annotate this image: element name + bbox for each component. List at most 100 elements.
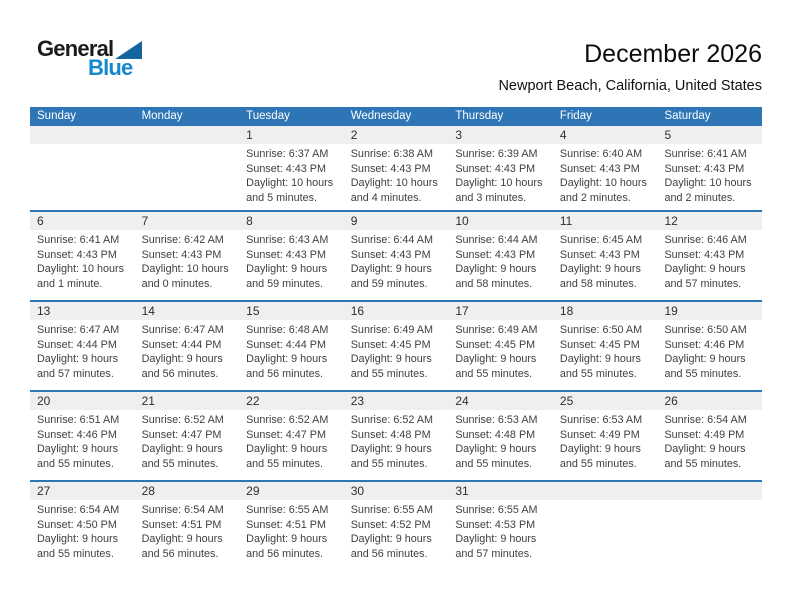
day-number-band: 19: [657, 302, 763, 320]
sunrise-line: Sunrise: 6:48 AM: [246, 324, 329, 336]
day-number-band: 30: [343, 482, 449, 500]
day-cell-body: Sunrise: 6:49 AM Sunset: 4:45 PM Daylight:…: [448, 320, 553, 381]
sunset-line: Sunset: 4:43 PM: [350, 248, 431, 261]
day-cell: 11 Sunrise: 6:45 AM Sunset: 4:43 PM Dayligh…: [552, 212, 658, 300]
calendar-week-row: 6 Sunrise: 6:41 AM Sunset: 4:43 PM Daylight…: [30, 210, 763, 300]
sunset-line: Sunset: 4:43 PM: [246, 248, 326, 261]
day-number-band: 10: [448, 212, 553, 230]
daylight-line: Daylight: 9 hours and 56 minutes.: [246, 353, 328, 380]
day-number-band: 7: [134, 212, 240, 230]
day-number-band: [134, 126, 240, 144]
sunrise-line: Sunrise: 6:46 AM: [664, 234, 747, 246]
sunrise-line: Sunrise: 6:39 AM: [455, 148, 538, 160]
sunset-line: Sunset: 4:43 PM: [246, 162, 326, 175]
day-cell-body: Sunrise: 6:39 AM Sunset: 4:43 PM Daylight:…: [448, 144, 553, 205]
empty-day-cell: [552, 482, 658, 570]
sunrise-line: Sunrise: 6:52 AM: [350, 414, 433, 426]
day-cell-body: Sunrise: 6:53 AM Sunset: 4:49 PM Daylight:…: [553, 410, 658, 471]
sunset-line: Sunset: 4:49 PM: [664, 428, 745, 441]
day-cell: 20 Sunrise: 6:51 AM Sunset: 4:46 PM Dayligh…: [30, 392, 135, 480]
day-number-band: 27: [30, 482, 135, 500]
logo-text-general: General: [37, 36, 114, 61]
sunset-line: Sunset: 4:43 PM: [455, 162, 536, 175]
day-cell: 6 Sunrise: 6:41 AM Sunset: 4:43 PM Daylight…: [30, 212, 135, 300]
daylight-line: Daylight: 10 hours and 5 minutes.: [246, 177, 334, 204]
weekday-header-cell: Wednesday: [350, 110, 412, 122]
day-cell: 29 Sunrise: 6:55 AM Sunset: 4:51 PM Dayligh…: [239, 482, 344, 570]
day-number-band: 24: [448, 392, 553, 410]
day-cell-body: Sunrise: 6:47 AM Sunset: 4:44 PM Daylight:…: [135, 320, 240, 381]
day-cell-body: Sunrise: 6:41 AM Sunset: 4:43 PM Daylight:…: [30, 230, 135, 291]
sunrise-line: Sunrise: 6:47 AM: [37, 324, 120, 336]
day-cell-body: Sunrise: 6:49 AM Sunset: 4:45 PM Daylight:…: [344, 320, 449, 381]
weekday-header-cell: Saturday: [664, 110, 711, 122]
day-cell: 22 Sunrise: 6:52 AM Sunset: 4:47 PM Dayligh…: [239, 392, 344, 480]
day-number-band: 18: [552, 302, 658, 320]
day-cell-body: Sunrise: 6:55 AM Sunset: 4:52 PM Daylight:…: [344, 500, 449, 561]
day-cell: 1 Sunrise: 6:37 AM Sunset: 4:43 PM Daylight…: [239, 126, 344, 210]
day-number-band: 23: [343, 392, 449, 410]
daylight-line: Daylight: 9 hours and 55 minutes.: [455, 443, 537, 470]
daylight-line: Daylight: 10 hours and 2 minutes.: [559, 177, 647, 204]
day-cell: 31 Sunrise: 6:55 AM Sunset: 4:53 PM Dayligh…: [448, 482, 553, 570]
day-cell-body: Sunrise: 6:48 AM Sunset: 4:44 PM Daylight:…: [239, 320, 344, 381]
sunset-line: Sunset: 4:44 PM: [141, 338, 222, 351]
day-cell-body: Sunrise: 6:46 AM Sunset: 4:43 PM Daylight:…: [657, 230, 762, 291]
day-number-band: 8: [239, 212, 344, 230]
sunrise-line: Sunrise: 6:54 AM: [664, 414, 747, 426]
daylight-line: Daylight: 9 hours and 56 minutes.: [246, 533, 328, 560]
day-cell: 2 Sunrise: 6:38 AM Sunset: 4:43 PM Daylight…: [343, 126, 449, 210]
day-cell-body: Sunrise: 6:47 AM Sunset: 4:44 PM Daylight:…: [30, 320, 135, 381]
daylight-line: Daylight: 10 hours and 0 minutes.: [141, 263, 229, 290]
day-number-band: 21: [134, 392, 240, 410]
sunset-line: Sunset: 4:49 PM: [559, 428, 640, 441]
day-cell-body: Sunrise: 6:53 AM Sunset: 4:48 PM Daylight:…: [448, 410, 553, 471]
day-number-band: [552, 482, 658, 500]
day-cell: 10 Sunrise: 6:44 AM Sunset: 4:43 PM Dayligh…: [448, 212, 553, 300]
logo-text-blue: Blue: [88, 55, 133, 80]
daylight-line: Daylight: 9 hours and 55 minutes.: [37, 443, 119, 470]
daylight-line: Daylight: 9 hours and 56 minutes.: [350, 533, 432, 560]
day-number-band: 31: [448, 482, 553, 500]
calendar-grid: Sunday Monday Tuesday Wednesday Thursday Frid…: [30, 107, 763, 570]
sunrise-line: Sunrise: 6:41 AM: [664, 148, 747, 160]
day-cell: 24 Sunrise: 6:53 AM Sunset: 4:48 PM Dayligh…: [448, 392, 553, 480]
day-cell: 15 Sunrise: 6:48 AM Sunset: 4:44 PM Dayligh…: [239, 302, 344, 390]
daylight-line: Daylight: 10 hours and 4 minutes.: [350, 177, 438, 204]
daylight-line: Daylight: 9 hours and 58 minutes.: [559, 263, 641, 290]
sunrise-line: Sunrise: 6:52 AM: [246, 414, 329, 426]
day-number-band: 14: [134, 302, 240, 320]
daylight-line: Daylight: 9 hours and 55 minutes.: [350, 443, 432, 470]
day-cell: 30 Sunrise: 6:55 AM Sunset: 4:52 PM Dayligh…: [343, 482, 449, 570]
day-number-band: 16: [343, 302, 449, 320]
sunset-line: Sunset: 4:47 PM: [246, 428, 326, 441]
month-title: December 2026: [584, 40, 762, 68]
day-number-band: 15: [239, 302, 344, 320]
day-cell-body: Sunrise: 6:38 AM Sunset: 4:43 PM Daylight:…: [344, 144, 449, 205]
day-cell-body: Sunrise: 6:44 AM Sunset: 4:43 PM Daylight:…: [448, 230, 553, 291]
calendar-week-row: 13 Sunrise: 6:47 AM Sunset: 4:44 PM Dayligh…: [30, 300, 763, 390]
daylight-line: Daylight: 9 hours and 55 minutes.: [559, 443, 641, 470]
day-number-band: 12: [657, 212, 763, 230]
weekday-header-cell: Tuesday: [246, 110, 290, 122]
day-cell: 9 Sunrise: 6:44 AM Sunset: 4:43 PM Daylight…: [343, 212, 449, 300]
day-cell-body: Sunrise: 6:43 AM Sunset: 4:43 PM Daylight:…: [239, 230, 344, 291]
daylight-line: Daylight: 10 hours and 1 minute.: [37, 263, 125, 290]
day-cell: 18 Sunrise: 6:50 AM Sunset: 4:45 PM Dayligh…: [552, 302, 658, 390]
sunset-line: Sunset: 4:53 PM: [455, 518, 536, 531]
day-cell-body: Sunrise: 6:41 AM Sunset: 4:43 PM Daylight:…: [657, 144, 762, 205]
weekday-header-cell: Friday: [559, 110, 592, 122]
day-cell-body: Sunrise: 6:37 AM Sunset: 4:43 PM Daylight:…: [239, 144, 344, 205]
daylight-line: Daylight: 9 hours and 56 minutes.: [141, 533, 223, 560]
daylight-line: Daylight: 9 hours and 59 minutes.: [246, 263, 328, 290]
sunset-line: Sunset: 4:45 PM: [350, 338, 431, 351]
day-number-band: 29: [239, 482, 344, 500]
daylight-line: Daylight: 9 hours and 55 minutes.: [559, 353, 641, 380]
sunrise-line: Sunrise: 6:51 AM: [37, 414, 120, 426]
day-cell-body: Sunrise: 6:54 AM Sunset: 4:49 PM Daylight:…: [657, 410, 762, 471]
day-cell: 16 Sunrise: 6:49 AM Sunset: 4:45 PM Dayligh…: [343, 302, 449, 390]
daylight-line: Daylight: 9 hours and 55 minutes.: [664, 353, 746, 380]
sunrise-line: Sunrise: 6:45 AM: [559, 234, 643, 246]
day-cell-body: Sunrise: 6:50 AM Sunset: 4:45 PM Daylight:…: [553, 320, 658, 381]
sunset-line: Sunset: 4:48 PM: [350, 428, 431, 441]
